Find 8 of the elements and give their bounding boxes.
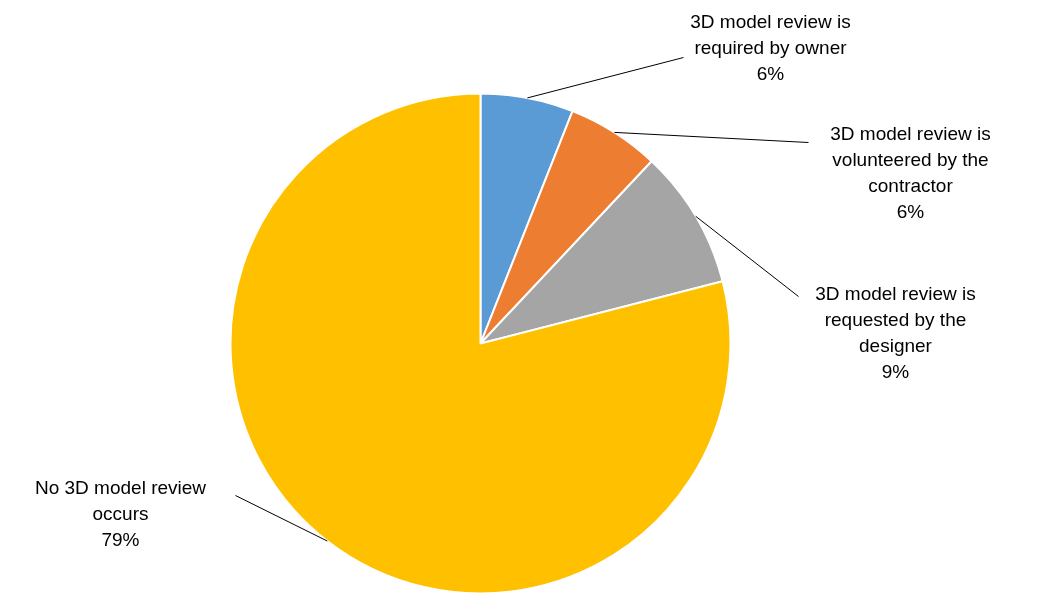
slice-label: 3D model review is required by owner [690, 10, 851, 58]
slice-label: 3D model review is volunteered by the contractor [830, 122, 991, 196]
data-label: 9% [881, 361, 910, 383]
data-label: 6% [756, 63, 785, 84]
slice-label: 3D model review is requested by the designer [815, 282, 976, 356]
data-label: 79% [101, 529, 140, 550]
slice-label: No 3D model review occurs [34, 476, 207, 524]
data-label: 6% [896, 201, 925, 223]
